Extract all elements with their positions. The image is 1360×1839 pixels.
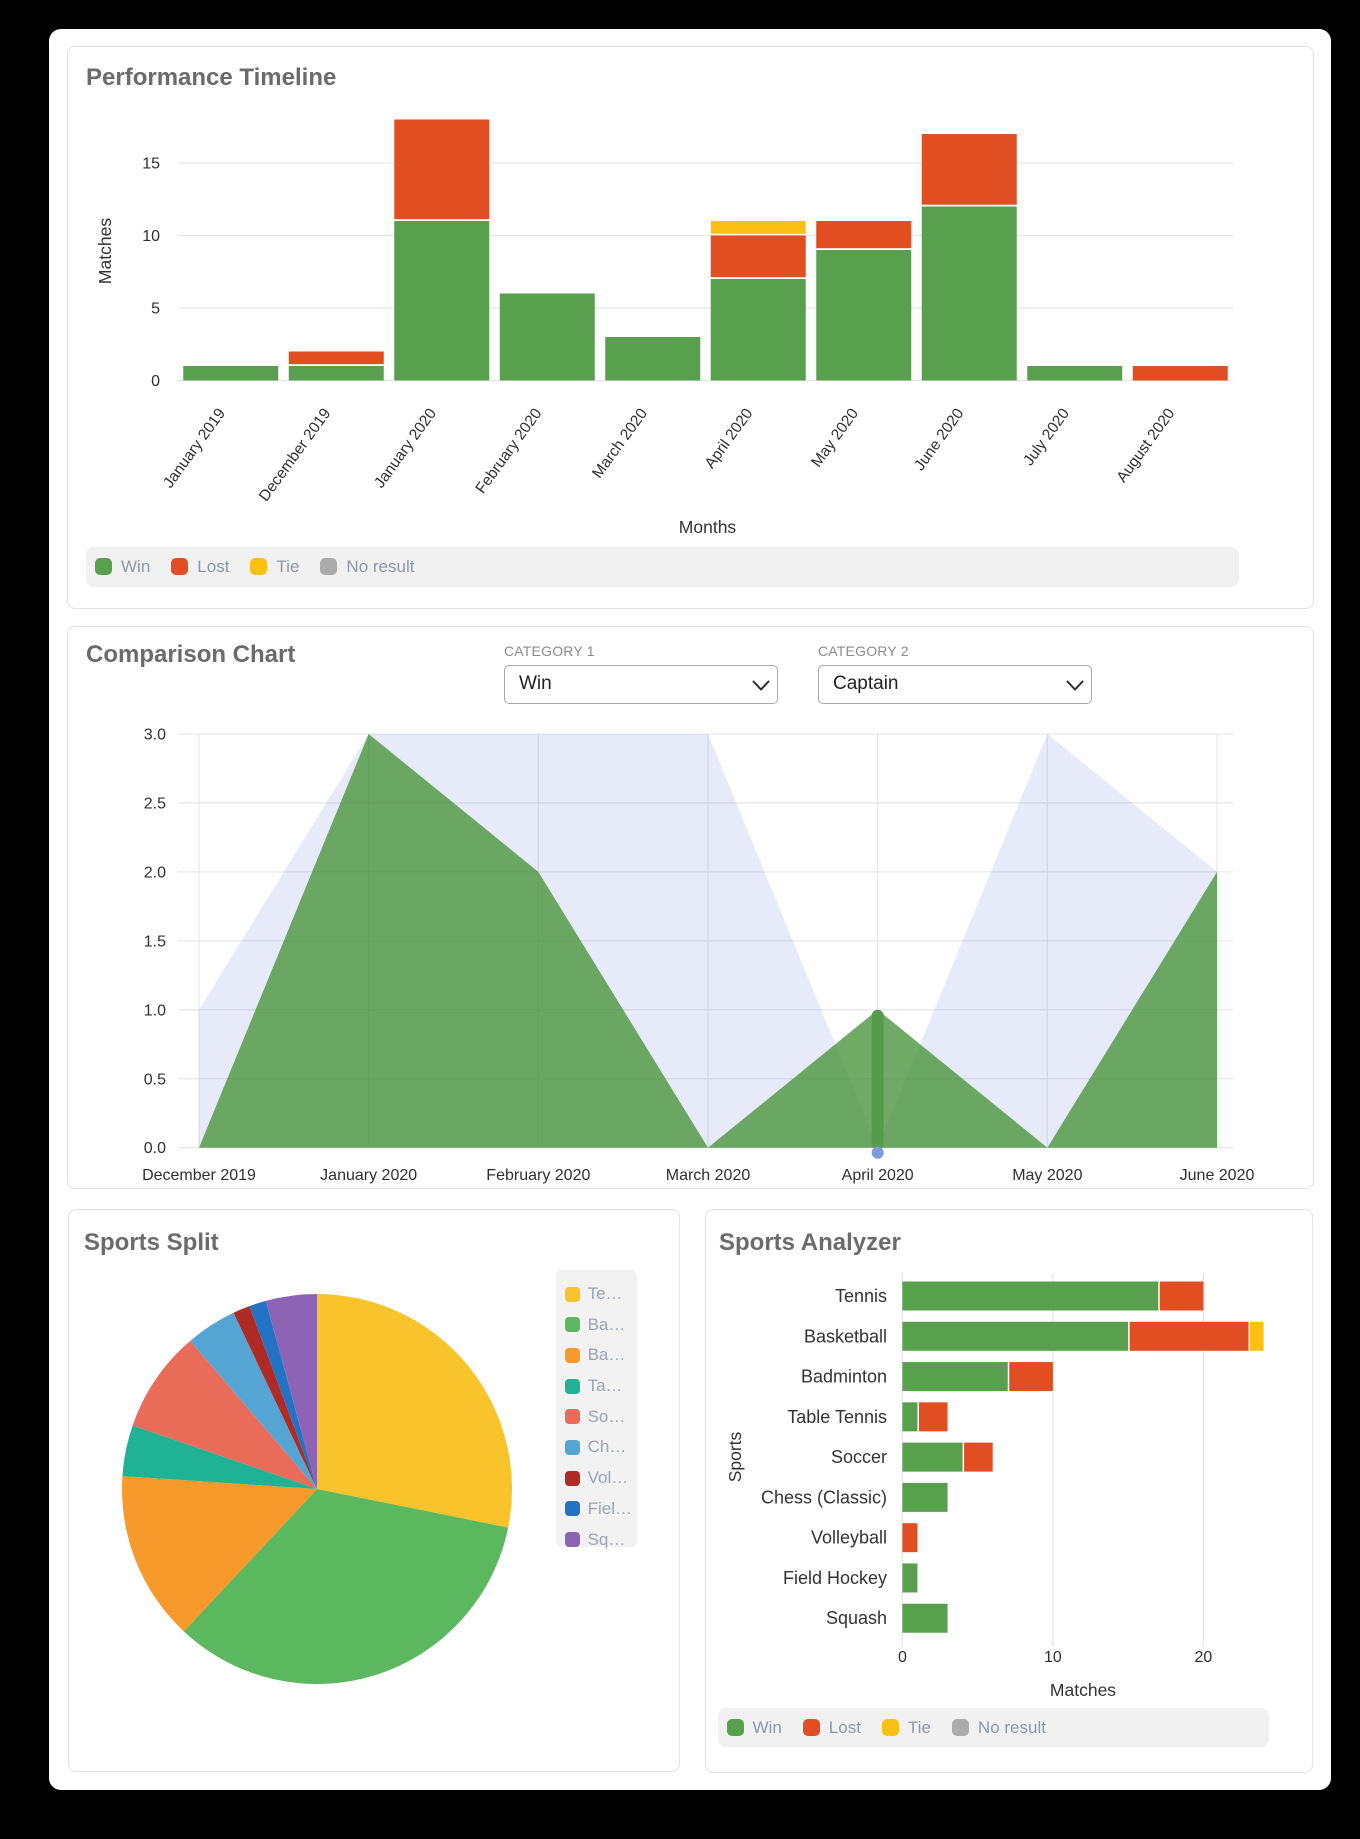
svg-text:January 2019: January 2019 — [160, 405, 229, 491]
svg-text:Field Hockey: Field Hockey — [783, 1568, 887, 1588]
svg-text:0: 0 — [898, 1649, 907, 1666]
svg-text:3.0: 3.0 — [144, 726, 166, 743]
svg-text:April 2020: April 2020 — [702, 405, 757, 472]
svg-text:1.5: 1.5 — [144, 933, 166, 950]
svg-text:Tennis: Tennis — [835, 1286, 887, 1306]
svg-text:10: 10 — [1044, 1649, 1062, 1666]
svg-text:January 2020: January 2020 — [371, 405, 440, 491]
svg-text:August 2020: August 2020 — [1114, 405, 1179, 486]
svg-text:20: 20 — [1195, 1649, 1213, 1666]
svg-text:Months: Months — [679, 517, 737, 537]
svg-text:January 2020: January 2020 — [320, 1167, 417, 1184]
svg-text:Sports: Sports — [725, 1431, 745, 1482]
svg-text:December 2019: December 2019 — [142, 1167, 256, 1184]
svg-text:Soccer: Soccer — [831, 1447, 887, 1467]
svg-text:Squash: Squash — [826, 1608, 887, 1628]
svg-text:5: 5 — [151, 301, 160, 318]
svg-text:May 2020: May 2020 — [808, 405, 862, 470]
svg-text:Chess (Classic): Chess (Classic) — [761, 1487, 887, 1507]
svg-text:Matches: Matches — [95, 218, 115, 284]
svg-text:15: 15 — [142, 156, 160, 173]
svg-text:Table Tennis: Table Tennis — [787, 1407, 887, 1427]
svg-text:Volleyball: Volleyball — [811, 1528, 887, 1548]
svg-text:0.0: 0.0 — [144, 1140, 166, 1157]
svg-text:March 2020: March 2020 — [666, 1167, 751, 1184]
svg-text:March 2020: March 2020 — [589, 405, 651, 482]
svg-text:0.5: 0.5 — [144, 1071, 166, 1088]
svg-text:Matches: Matches — [1050, 1680, 1116, 1700]
svg-text:February 2020: February 2020 — [472, 405, 545, 497]
svg-text:May 2020: May 2020 — [1012, 1167, 1082, 1184]
svg-text:June 2020: June 2020 — [1180, 1167, 1255, 1184]
svg-text:February 2020: February 2020 — [486, 1167, 590, 1184]
svg-text:2.5: 2.5 — [144, 795, 166, 812]
svg-text:June 2020: June 2020 — [911, 405, 968, 474]
svg-text:10: 10 — [142, 228, 160, 245]
svg-text:Badminton: Badminton — [801, 1367, 887, 1387]
svg-text:0: 0 — [151, 373, 160, 390]
svg-text:December 2019: December 2019 — [256, 405, 335, 504]
svg-text:Basketball: Basketball — [804, 1326, 887, 1346]
svg-text:April 2020: April 2020 — [842, 1167, 914, 1184]
svg-text:2.0: 2.0 — [144, 864, 166, 881]
svg-text:July 2020: July 2020 — [1020, 405, 1073, 469]
svg-text:1.0: 1.0 — [144, 1002, 166, 1019]
